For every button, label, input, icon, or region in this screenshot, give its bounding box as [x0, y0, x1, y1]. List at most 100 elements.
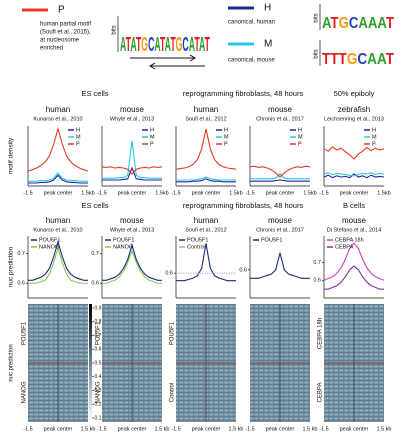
citation: Chronis et al., 2017	[256, 116, 304, 122]
group-label: B cells	[343, 201, 365, 210]
x-axis-label: peak center	[118, 190, 147, 196]
heatmap-label: POU5F1	[96, 321, 102, 345]
heatmap-label: CEBPA 18h	[318, 318, 324, 349]
heatmap-label: NANOG	[96, 381, 102, 403]
species: mouse	[268, 105, 293, 114]
series-line	[249, 165, 311, 178]
series-line	[28, 245, 88, 284]
species: zebrafish	[338, 105, 370, 114]
group-label: ES cells	[81, 201, 108, 210]
y-tick-label: 0.7	[17, 251, 25, 257]
y-tick-label: 0.6	[91, 281, 99, 287]
x-axis-label: 1.5 kb	[229, 426, 244, 432]
motif-description: (Soufi et al., 2015),	[40, 30, 91, 36]
series-line	[102, 249, 162, 284]
citation: Whyte et al., 2013	[110, 116, 154, 122]
legend-label: NANOG	[113, 244, 133, 250]
x-axis-label: peak center	[340, 426, 369, 432]
series-line	[28, 171, 88, 182]
x-axis-label: 1.5kb	[81, 190, 94, 196]
x-axis-label: -1.5	[245, 190, 254, 196]
legend-label: P	[150, 141, 154, 147]
series-line	[323, 173, 385, 179]
heatmap-label: POU5F1	[170, 321, 176, 345]
x-axis-label: -1.5	[319, 426, 328, 432]
citation: Chronis et al., 2017	[256, 227, 304, 233]
motif-description: canonical, mouse	[228, 58, 275, 64]
x-axis-label: 1.5 kb	[155, 426, 170, 432]
series-line	[28, 239, 88, 281]
x-axis-label: -1.5	[97, 190, 106, 196]
legend-label: NANOG	[39, 244, 59, 250]
series-line	[250, 252, 310, 279]
motif-description: enriched	[40, 46, 63, 52]
sequence-logo: ATGCAAAT	[322, 15, 394, 32]
citation: Soufi et al., 2012	[185, 116, 226, 122]
species: human	[46, 216, 70, 225]
heatmap-label: CEBPA	[318, 383, 324, 403]
citation: Whyte et al., 2013	[110, 227, 154, 233]
motif-description: human partial motif	[40, 22, 91, 28]
x-axis-label: peak center	[266, 190, 295, 196]
citation: Soufi et al., 2012	[185, 227, 226, 233]
legend-label: M	[298, 134, 303, 140]
legend-label: M	[76, 134, 81, 140]
series-line	[323, 146, 385, 160]
x-axis-label: 1.5 kb	[303, 426, 318, 432]
x-axis-label: 1.5kb	[155, 190, 168, 196]
legend-label: P	[224, 141, 228, 147]
x-axis-label: -1.5	[319, 190, 328, 196]
colorbar-tick-label: 0.5	[95, 360, 102, 366]
colorbar-tick-label: 0.9	[95, 305, 102, 311]
y-tick-label: 0.7	[313, 260, 321, 266]
species: human	[194, 216, 218, 225]
colorbar	[89, 304, 92, 422]
legend-label: POU5F1	[113, 237, 134, 243]
species: mouse	[268, 216, 293, 225]
x-axis-label: -1.5	[171, 190, 180, 196]
x-axis-label: -1.5	[97, 426, 106, 432]
series-line	[176, 176, 236, 181]
x-axis-label: 1.5kb	[303, 190, 316, 196]
x-axis-label: -1.5	[171, 426, 180, 432]
legend-label: H	[150, 127, 154, 133]
heatmap-label: Control	[170, 383, 176, 402]
group-label: reprogramming fibroblasts, 48 hours	[183, 201, 304, 210]
citation: Kunarso et al., 2010	[33, 227, 82, 233]
colorbar-tick-label: 0.4	[95, 374, 102, 380]
colorbar-tick-label: 0.1	[95, 415, 102, 421]
series-line	[176, 178, 236, 183]
x-axis-label: 1.5kb	[377, 190, 390, 196]
motif-name: M	[264, 39, 272, 50]
legend-label: CEBPA	[335, 244, 354, 250]
legend-label: P	[372, 141, 376, 147]
y-tick-label: 0.6	[313, 278, 321, 284]
citation: Kunarso et al., 2010	[33, 116, 82, 122]
y-tick-label: 0.6	[17, 281, 25, 287]
species: human	[194, 105, 218, 114]
species: mouse	[120, 216, 145, 225]
legend-label: H	[372, 127, 376, 133]
species: mouse	[342, 216, 367, 225]
group-label: reprogramming fibroblasts, 48 hours	[183, 89, 304, 98]
series-line	[101, 166, 163, 175]
motif-description: canonical, human	[228, 20, 275, 26]
x-axis-label: 1.5 kb	[81, 426, 96, 432]
x-axis-label: peak center	[340, 190, 369, 196]
heatmap-label: POU5F1	[22, 321, 28, 345]
logo-axis-label: bits	[112, 25, 118, 34]
legend-label: P	[76, 141, 80, 147]
group-label: ES cells	[81, 89, 108, 98]
citation: Leichsenring et al., 2013	[324, 116, 384, 122]
x-axis-label: peak center	[44, 426, 73, 432]
logo-arrows	[130, 54, 205, 70]
series-line	[324, 265, 384, 290]
sequence-logo: ATATGCATATGCATAT	[120, 34, 210, 56]
legend-label: POU5F1	[39, 237, 60, 243]
y-axis-label: nuc prediction	[8, 246, 15, 287]
x-axis-label: 1.5kb	[229, 190, 242, 196]
legend-label: M	[224, 134, 229, 140]
x-axis-label: -1.5	[23, 426, 32, 432]
series-line	[175, 128, 237, 170]
